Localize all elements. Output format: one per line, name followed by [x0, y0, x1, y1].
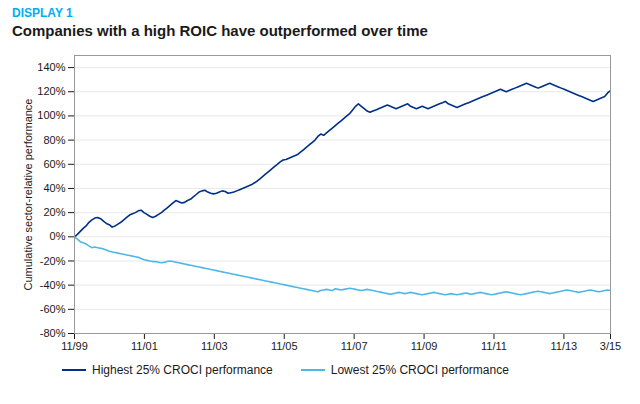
svg-text:-40%: -40%	[40, 279, 66, 291]
html-text:DISPLAY 1: DISPLAY 1	[12, 6, 73, 20]
svg-text:11/01: 11/01	[131, 340, 158, 352]
svg-text:40%: 40%	[43, 182, 65, 194]
svg-text:3/15: 3/15	[600, 340, 621, 352]
svg-text:11/03: 11/03	[201, 340, 228, 352]
svg-text:100%: 100%	[37, 109, 65, 121]
svg-text:60%: 60%	[43, 158, 65, 170]
svg-text:20%: 20%	[43, 206, 65, 218]
svg-text:-60%: -60%	[40, 303, 66, 315]
svg-text:Cumulative sector-relative per: Cumulative sector-relative performance	[22, 99, 34, 291]
html-text:Lowest 25% CROCI performance: Lowest 25% CROCI performance	[330, 363, 509, 377]
html-text:Companies with a high ROIC hav: Companies with a high ROIC have outperfo…	[12, 22, 428, 39]
svg-text:140%: 140%	[37, 61, 65, 73]
svg-text:11/99: 11/99	[61, 340, 88, 352]
svg-text:11/07: 11/07	[341, 340, 368, 352]
svg-text:11/09: 11/09	[411, 340, 438, 352]
svg-text:11/11: 11/11	[481, 340, 507, 352]
svg-text:0%: 0%	[50, 230, 66, 242]
svg-text:120%: 120%	[37, 85, 65, 97]
svg-text:11/05: 11/05	[271, 340, 298, 352]
html-text:Highest 25% CROCI performance: Highest 25% CROCI performance	[92, 363, 273, 377]
svg-text:80%: 80%	[43, 134, 65, 146]
svg-text:-20%: -20%	[40, 254, 66, 266]
svg-text:-80%: -80%	[40, 327, 66, 339]
svg-text:11/13: 11/13	[551, 340, 578, 352]
